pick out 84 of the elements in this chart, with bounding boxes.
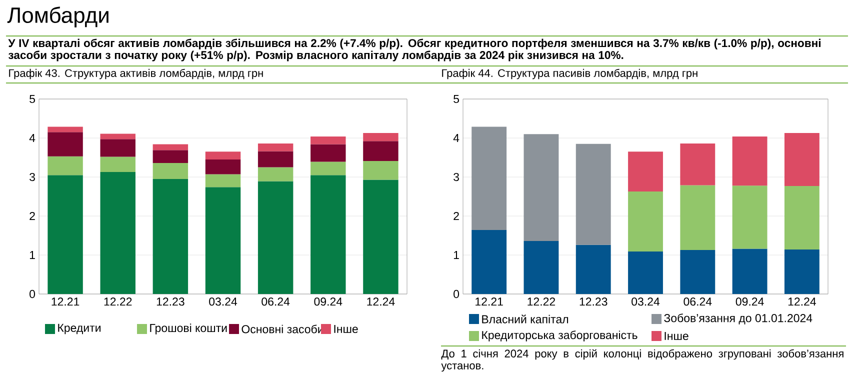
y-tick-label: 0 xyxy=(454,290,460,298)
y-tick-label: 3 xyxy=(30,172,35,182)
bar xyxy=(152,150,188,163)
x-tick-label: 09.24 xyxy=(314,298,342,306)
bar xyxy=(363,180,398,294)
x-tick-label: 12.23 xyxy=(580,298,608,306)
x-tick-label: 12.22 xyxy=(104,298,132,306)
bar xyxy=(152,144,188,150)
y-tick-label: 5 xyxy=(454,95,459,104)
y-tick-label: 2 xyxy=(454,212,459,220)
bar xyxy=(628,252,663,294)
bar xyxy=(680,185,716,250)
x-tick-label: 12.24 xyxy=(367,298,395,306)
chart-title: Графік 44. Структура пасивів ломбардів, млрд грн xyxy=(442,68,698,80)
bar xyxy=(205,159,241,174)
y-tick-label: 0 xyxy=(30,290,36,298)
bar xyxy=(628,191,663,252)
legend-label: Грошові кошти xyxy=(150,324,227,334)
bar xyxy=(363,161,398,180)
bar xyxy=(576,244,611,294)
legend-label: Власний капітал xyxy=(482,314,568,324)
bar xyxy=(784,250,820,294)
bar xyxy=(258,181,294,294)
bar xyxy=(628,152,663,192)
bar xyxy=(363,132,398,142)
bar xyxy=(732,186,768,249)
bar xyxy=(524,240,559,294)
bar xyxy=(784,132,820,186)
bar xyxy=(258,143,294,152)
bar xyxy=(48,156,83,176)
y-tick-label: 1 xyxy=(30,251,35,259)
bar xyxy=(205,174,241,188)
bar xyxy=(310,136,346,144)
chart-title: Графік 43. Структура активів ломбардів, млрд грн xyxy=(9,68,263,80)
bar xyxy=(152,162,188,179)
bar xyxy=(310,144,346,162)
bar xyxy=(205,152,241,160)
bar xyxy=(472,126,507,230)
y-tick-label: 4 xyxy=(453,134,460,142)
x-tick-label: 03.24 xyxy=(209,298,238,306)
bar xyxy=(48,132,83,156)
text: Ломбарди xyxy=(7,6,108,28)
bar xyxy=(732,136,768,186)
legend-label: Зобов’язання до 01.01.2024 xyxy=(664,314,812,324)
legend-label: Інше xyxy=(664,332,688,340)
x-tick-label: 06.24 xyxy=(262,298,290,306)
bar xyxy=(152,178,188,294)
x-tick-label: 12.21 xyxy=(476,298,503,306)
bar xyxy=(100,172,136,294)
x-tick-label: 06.24 xyxy=(684,298,712,306)
legend-label: Інше xyxy=(334,325,358,334)
bar xyxy=(48,126,83,132)
bar xyxy=(258,167,294,182)
legend-label: Кредити xyxy=(58,324,100,334)
bar xyxy=(363,141,398,162)
y-tick-label: 1 xyxy=(454,251,459,259)
bar xyxy=(732,248,768,294)
y-tick-label: 2 xyxy=(30,212,35,220)
y-tick-label: 5 xyxy=(30,95,35,104)
x-tick-label: 12.23 xyxy=(156,298,184,306)
bar xyxy=(310,162,346,176)
y-tick-label: 4 xyxy=(29,134,36,142)
x-tick-label: 12.22 xyxy=(528,298,556,306)
bar xyxy=(310,175,346,294)
bar xyxy=(524,134,559,241)
bar xyxy=(784,186,820,250)
x-tick-label: 12.24 xyxy=(788,298,816,306)
bar xyxy=(680,143,716,186)
bar xyxy=(100,139,136,157)
bar xyxy=(100,134,136,140)
x-tick-label: 09.24 xyxy=(736,298,764,306)
x-tick-label: 03.24 xyxy=(632,298,660,306)
text: До 1 січня 2024 року в сірій колонці відображено згруповані зобов’язання установ. xyxy=(441,349,844,372)
bar xyxy=(48,175,83,294)
bar xyxy=(258,151,294,168)
bar xyxy=(576,144,611,245)
legend-label: Кредиторська заборгованість xyxy=(482,330,638,342)
bar xyxy=(100,156,136,172)
text: У IV кварталі обсяг активів ломбардів збільшився на 2.2% (+7.4% р/р). Обсяг кредитного портфеля зменшився на 3.7% кв/кв (-1.0% р/р), основні засоби зростали з початку року (+51% р/р). Розмір власного капіталу ломбардів за 2024 рік знизився на 10%. xyxy=(8,38,820,62)
x-tick-label: 12.21 xyxy=(52,298,80,306)
y-tick-label: 3 xyxy=(454,172,459,182)
bar xyxy=(205,187,241,294)
bar xyxy=(472,230,507,294)
bar xyxy=(680,250,716,294)
